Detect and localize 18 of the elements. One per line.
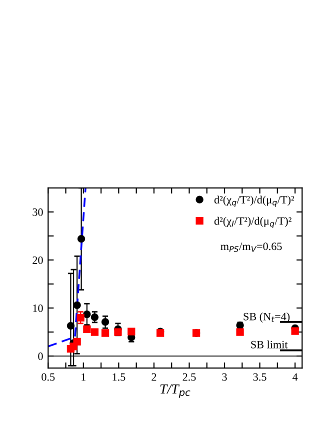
annotation: m$_{PS}$/m$_{V}$=0.65 (220, 242, 282, 252)
x-tick-label: 4 (292, 373, 298, 381)
x-axis-title: T/T$_{pc}$ (160, 384, 190, 398)
x-tick-label: 3.5 (253, 373, 266, 381)
annotation: SB limit (251, 340, 288, 348)
legend-label: d²(χ$_{I}$/T²)/d(μ$_{q}$/T)² (214, 216, 292, 228)
y-tick-label: 0 (38, 352, 43, 360)
legend-label: d²(χ$_{q}$/T²)/d(μ$_{q}$/T)² (214, 196, 294, 207)
y-tick-label: 10 (33, 304, 43, 312)
y-tick-label: 30 (32, 208, 43, 216)
y-tick-label: 20 (32, 256, 43, 264)
x-tick-label: 1.5 (112, 373, 126, 381)
x-tick-label: 3 (222, 373, 227, 381)
x-tick-label: 2.5 (182, 373, 196, 381)
x-tick-label: 0.5 (42, 373, 55, 381)
x-tick-label: 1 (82, 373, 86, 381)
annotation: SB (N$_{t}$=4) (244, 312, 290, 323)
x-tick-label: 2 (152, 373, 156, 381)
